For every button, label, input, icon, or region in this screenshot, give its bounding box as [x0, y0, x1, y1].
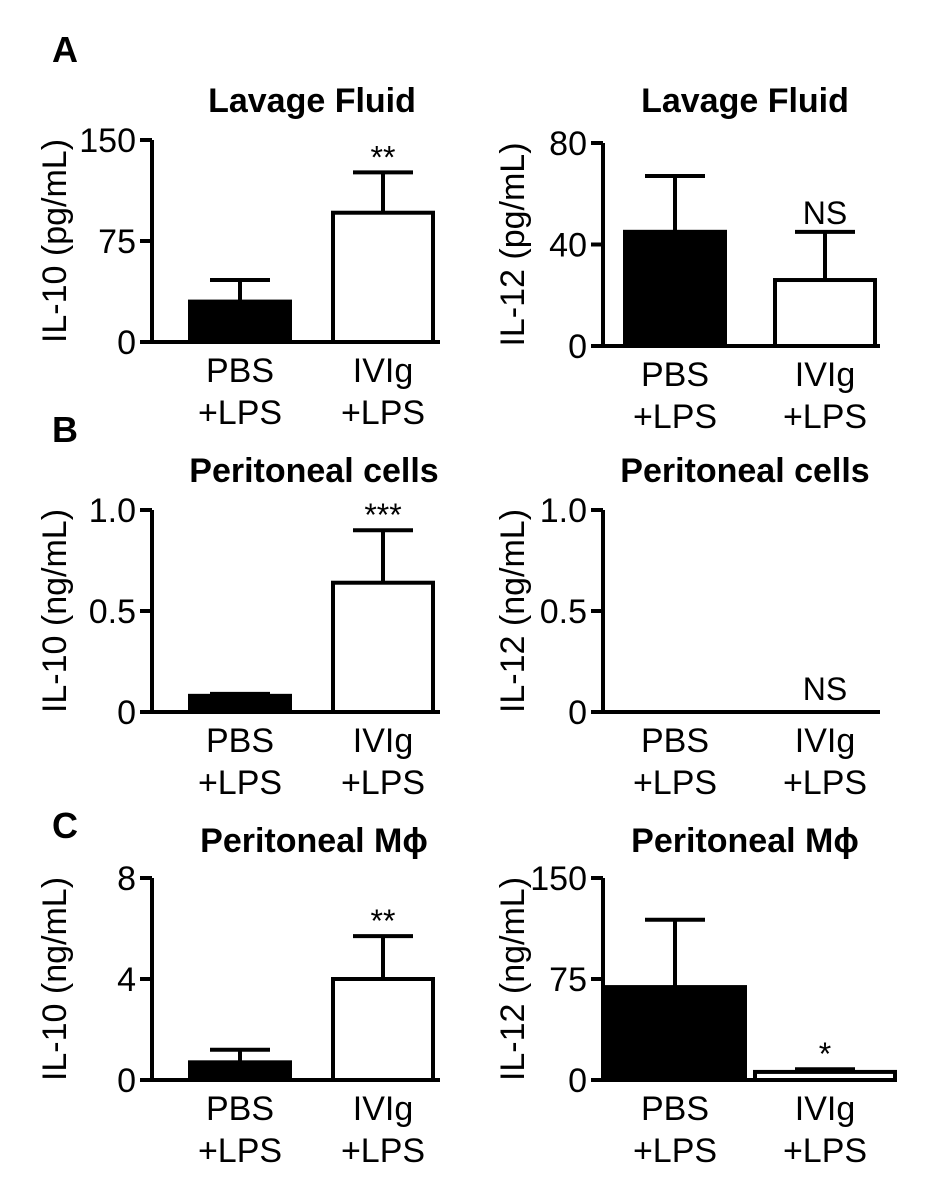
panel-6-title: Peritoneal Mϕ [631, 822, 859, 860]
panel-6-y-axis-label: IL-12 (ng/mL) [494, 877, 532, 1081]
panel-3-y-tick-label-1: 0 [117, 694, 136, 732]
panel-6-category-2-line-2: +LPS [783, 1132, 867, 1170]
panel-3-bar-1 [188, 693, 292, 715]
panel-5-y-tick-label-3: 8 [117, 860, 136, 898]
panel-3-chart: B Peritoneal cells IL-10 (ng/mL) PBS +LPS ***… [36, 409, 440, 802]
panel-6-y-tick-label-1: 0 [568, 1062, 587, 1100]
panel-2-category-2-line-1: IVIg [795, 356, 855, 394]
panel-2-y-axis-label: IL-12 (pg/mL) [494, 142, 532, 346]
panel-2-y-tick-label-3: 80 [549, 125, 587, 163]
panel-1-bar-1 [188, 299, 292, 345]
panel-1-letter: A [52, 29, 78, 70]
panel-1-y-axis-label: IL-10 (pg/mL) [36, 139, 74, 343]
panel-3-bar-2 [331, 580, 435, 714]
panel-4-y-tick-label-1: 0 [568, 694, 587, 732]
panel-6-significance-2: * [819, 1036, 831, 1072]
panel-4-y-tick-label-3: 1.0 [540, 492, 587, 530]
panel-3-letter: B [52, 409, 78, 450]
panel-2-significance-2: NS [803, 195, 847, 231]
panel-5-chart: C Peritoneal Mϕ IL-10 (ng/mL) PBS +LPS ** IVIg… [36, 805, 440, 1170]
panel-2-bar-2 [773, 278, 877, 348]
panel-1-y-tick-label-3: 150 [79, 122, 136, 160]
panel-5-bar-2 [331, 977, 435, 1082]
panel-2-category-2-line-2: +LPS [783, 398, 867, 436]
panel-4-category-2-line-1: IVIg [795, 722, 855, 760]
panel-6-category-1-line-1: PBS [641, 1090, 709, 1128]
panel-5-significance-2: ** [371, 903, 396, 939]
panel-1-bar-2 [331, 210, 435, 344]
panel-4-y-tick-label-2: 0.5 [540, 593, 587, 631]
panel-3-category-1-line-2: +LPS [198, 764, 282, 802]
panel-6-category-2-line-1: IVIg [795, 1090, 855, 1128]
panel-5-letter: C [52, 805, 78, 846]
panel-3-category-1-line-1: PBS [206, 722, 274, 760]
panel-3-y-tick-label-2: 0.5 [89, 593, 136, 631]
panel-1-category-2-line-1: IVIg [353, 352, 413, 390]
panel-4-title: Peritoneal cells [620, 452, 869, 490]
panel-6-y-tick-label-3: 150 [530, 860, 587, 898]
panel-5-category-1-line-2: +LPS [198, 1132, 282, 1170]
panel-4-significance-2: NS [803, 671, 847, 707]
panel-1-significance-2: ** [371, 139, 396, 175]
panel-1-y-tick-label-1: 0 [117, 324, 136, 362]
panel-1-category-1-line-1: PBS [206, 352, 274, 390]
panel-2-category-1-line-2: +LPS [633, 398, 717, 436]
panel-1-category-1-line-2: +LPS [198, 394, 282, 432]
panel-3-category-2-line-1: IVIg [353, 722, 413, 760]
panel-1-title: Lavage Fluid [208, 82, 416, 120]
panel-5-y-axis-label: IL-10 (ng/mL) [36, 877, 74, 1081]
panel-2-title: Lavage Fluid [641, 82, 849, 120]
panel-6-chart: Peritoneal Mϕ IL-12 (ng/mL) PBS +LPS * IVIg +L… [494, 822, 897, 1170]
panel-5-category-2-line-1: IVIg [353, 1090, 413, 1128]
panel-2-y-tick-label-2: 40 [549, 227, 587, 265]
panel-3-title: Peritoneal cells [189, 452, 438, 490]
panel-2-chart: Lavage Fluid IL-12 (pg/mL) PBS +LPS NS IVIg +L… [494, 82, 880, 436]
panel-5-y-tick-label-2: 4 [117, 961, 136, 999]
panel-5-category-1-line-1: PBS [206, 1090, 274, 1128]
panel-1-category-2-line-2: +LPS [341, 394, 425, 432]
panel-4-chart: Peritoneal cells IL-12 (ng/mL) PBS +LPS NS IV… [494, 452, 880, 802]
panel-1-y-tick-label-2: 75 [98, 223, 136, 261]
panel-6-bar-1 [603, 985, 747, 1083]
panel-5-category-2-line-2: +LPS [341, 1132, 425, 1170]
panel-4-category-1-line-2: +LPS [633, 764, 717, 802]
panel-4-category-2-line-2: +LPS [783, 764, 867, 802]
panel-3-significance-2: *** [364, 497, 401, 533]
panel-3-y-tick-label-3: 1.0 [89, 492, 136, 530]
panel-2-category-1-line-1: PBS [641, 356, 709, 394]
panel-5-bar-1 [188, 1060, 292, 1082]
panel-1-chart: A Lavage Fluid IL-10 (pg/mL) PBS +LPS ** IVIg +… [36, 29, 440, 432]
panel-6-y-tick-label-2: 75 [549, 961, 587, 999]
panel-2-y-tick-label-1: 0 [568, 328, 587, 366]
panel-2-bar-1 [623, 229, 727, 348]
panel-5-title: Peritoneal Mϕ [200, 822, 428, 860]
panel-4-y-axis-label: IL-12 (ng/mL) [494, 509, 532, 713]
panel-6-category-1-line-2: +LPS [633, 1132, 717, 1170]
panel-3-category-2-line-2: +LPS [341, 764, 425, 802]
panel-4-category-1-line-1: PBS [641, 722, 709, 760]
panel-3-y-axis-label: IL-10 (ng/mL) [36, 509, 74, 713]
panel-5-y-tick-label-1: 0 [117, 1062, 136, 1100]
